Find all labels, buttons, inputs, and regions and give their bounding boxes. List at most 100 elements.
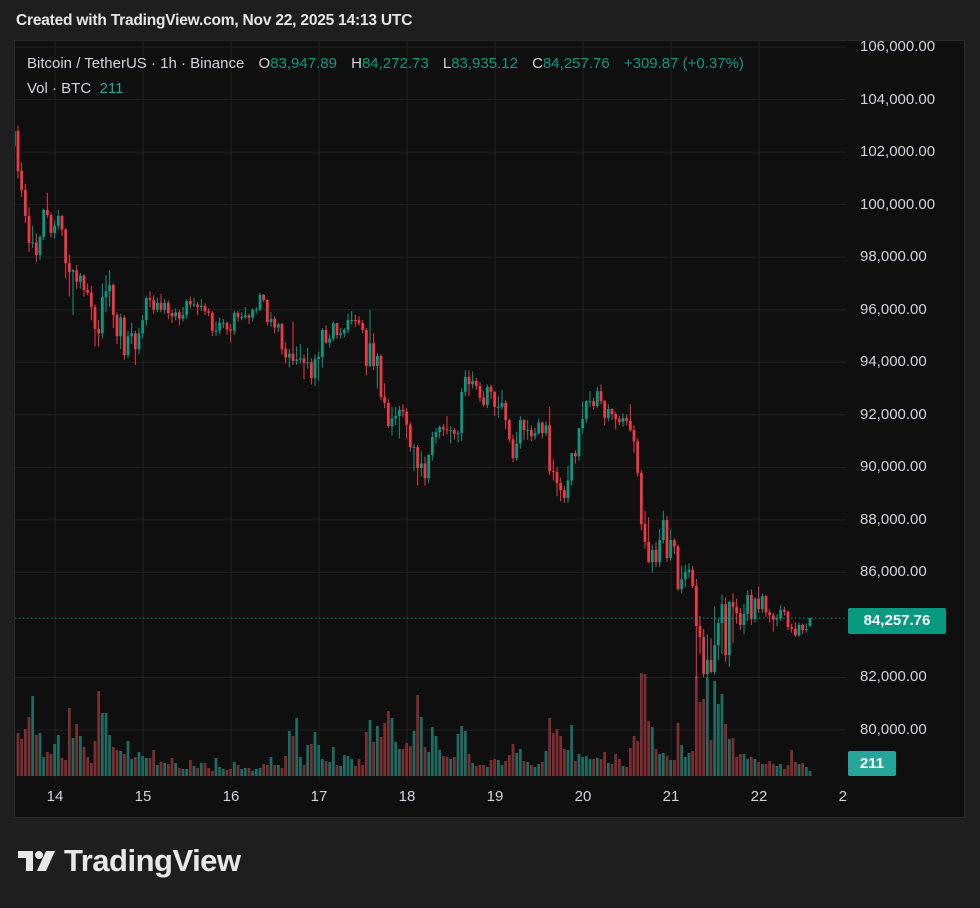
candle-body [240,317,244,319]
candle [526,420,530,440]
volume-bar [515,753,519,776]
volume-bar [71,738,75,776]
candle-body [368,343,372,366]
candle [562,485,566,503]
candle [100,283,104,339]
volume-bar [566,750,570,776]
candle [764,594,768,618]
candle [273,316,277,334]
candle [229,324,233,343]
candle-body [375,355,379,366]
time-tick-label: 14 [46,788,64,805]
candle-body [159,302,163,310]
candle-body [427,454,431,479]
candle-body [119,317,123,337]
volume-bar [188,760,192,776]
candle-body [225,322,229,330]
volume-bar [537,764,541,776]
candle-body [361,323,365,330]
candle-body [71,270,75,273]
candle-body [581,418,585,429]
candle-body [489,386,493,392]
volume-bar [383,723,387,776]
symbol-title[interactable]: Bitcoin / TetherUS · 1h · Binance [27,55,245,72]
candle [20,162,24,197]
volume-bar [581,757,585,776]
candle-body [170,313,174,317]
candle [808,617,812,627]
candle [126,330,130,359]
candle-body [698,625,702,638]
volume-bar [511,744,515,776]
volume-bar [500,765,504,776]
volume-bar [680,745,684,776]
candle [390,406,394,436]
candle [621,413,625,427]
candle-body [555,472,559,484]
volume-bar [346,756,350,776]
candle-body [111,285,115,315]
volume-bar [610,764,614,776]
volume-bar [390,718,394,776]
candle [720,594,724,654]
volume-label[interactable]: Vol · BTC [27,80,92,97]
candle-body [49,215,53,233]
volume-bar [478,765,482,776]
candle-body [507,420,511,440]
candle [786,610,790,631]
candle [419,451,423,477]
candle [438,425,442,439]
volume-bar [291,736,295,776]
chart-panel[interactable] [14,40,965,818]
volume-bar [720,694,724,776]
volume-bar [229,769,233,776]
candle [709,638,713,674]
candle-body [713,645,717,672]
volume-bar [625,767,629,776]
candle [610,408,614,421]
volume-bar [746,759,750,776]
candle-body [416,447,420,469]
volume-bar [16,733,20,776]
candle-body [302,358,306,364]
candle [130,322,134,344]
candle [379,354,383,401]
candle-body [130,333,134,337]
candle-body [181,314,185,319]
candle-body [386,402,390,427]
price-tick-label: 96,000.00 [860,300,927,318]
candle-body [636,441,640,473]
candle [97,320,101,347]
candle [489,384,493,400]
price-tick-label: 86,000.00 [860,563,927,581]
candle [152,295,156,314]
time-tick-label: 21 [662,788,680,805]
candle [45,192,49,218]
candle-body [295,359,299,361]
price-tick-label: 106,000.00 [860,38,936,55]
volume-bar [75,724,79,776]
volume-bar [159,762,163,776]
volume-bar [738,754,742,776]
candle-body [104,291,108,298]
candle-body [650,550,654,563]
candle [632,425,636,453]
candle [141,314,145,339]
candle [592,397,596,410]
candle [698,615,702,654]
candle [478,381,482,402]
candle-body [364,329,368,366]
candle-body [152,299,156,310]
candle-body [82,275,86,290]
candle-body [537,422,541,434]
candle [599,384,603,405]
candle [768,609,772,623]
candle-body [408,424,412,448]
volume-bar [753,759,757,776]
candle-body [724,604,728,656]
volume-bar [64,760,68,776]
candle [144,296,148,326]
candle-body [133,333,137,350]
price-tick-label: 80,000.00 [860,721,927,739]
